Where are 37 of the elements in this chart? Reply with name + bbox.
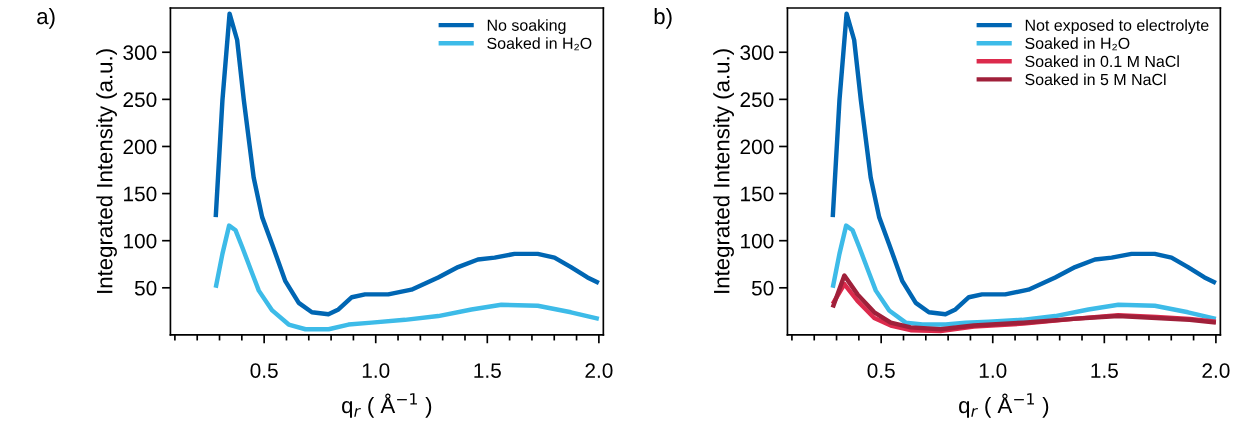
x-tick-label: 1.0 [362,363,390,378]
y-axis-title: Integrated Intensity (a.u.) [713,49,734,293]
line-series [213,11,602,317]
x-axis-title: q$_{r}$ ( Å$^{−1}$ ) [342,393,432,418]
y-tick-label: 100 [124,233,157,249]
y-tick-label: 300 [123,45,157,61]
x-tick-label: 1.5 [474,363,501,378]
y-tick-label: 200 [740,139,774,155]
x-tick-label: 2.0 [585,363,613,378]
y-tick-label: 50 [134,280,157,296]
legend-label: Soaked in H₂O [487,37,592,51]
y-tick-label: 250 [123,92,157,108]
line-series [213,223,602,332]
x-tick-label: 1.0 [979,363,1007,378]
x-tick-label: 0.5 [250,363,278,378]
legend-label: Soaked in 5 M NaCl [1025,73,1166,86]
x-tick-label: 2.0 [1202,363,1230,378]
legend-label: No soaking [487,19,566,35]
chart-title: a) [37,7,55,29]
y-tick-label: 300 [740,45,774,61]
line-series [830,223,1219,327]
legend-label: Not exposed to electrolyte [1025,19,1209,35]
legend-label: Soaked in 0.1 M NaCl [1025,55,1179,68]
x-tick-label: 0.5 [867,363,895,378]
line-series [830,273,1219,332]
y-tick-label: 150 [741,186,774,202]
y-tick-label: 200 [123,139,157,155]
y-axis-title: Integrated Intensity (a.u.) [96,49,117,293]
y-tick-label: 50 [751,280,774,296]
line-series [830,11,1219,317]
y-tick-label: 150 [124,186,157,202]
x-axis-title: q$_{r}$ ( Å$^{−1}$ ) [959,393,1049,418]
chart-title: b) [654,7,672,29]
y-tick-label: 100 [741,233,774,249]
y-tick-label: 250 [740,92,774,108]
legend-label: Soaked in H₂O [1025,37,1130,51]
x-tick-label: 1.5 [1091,363,1118,378]
